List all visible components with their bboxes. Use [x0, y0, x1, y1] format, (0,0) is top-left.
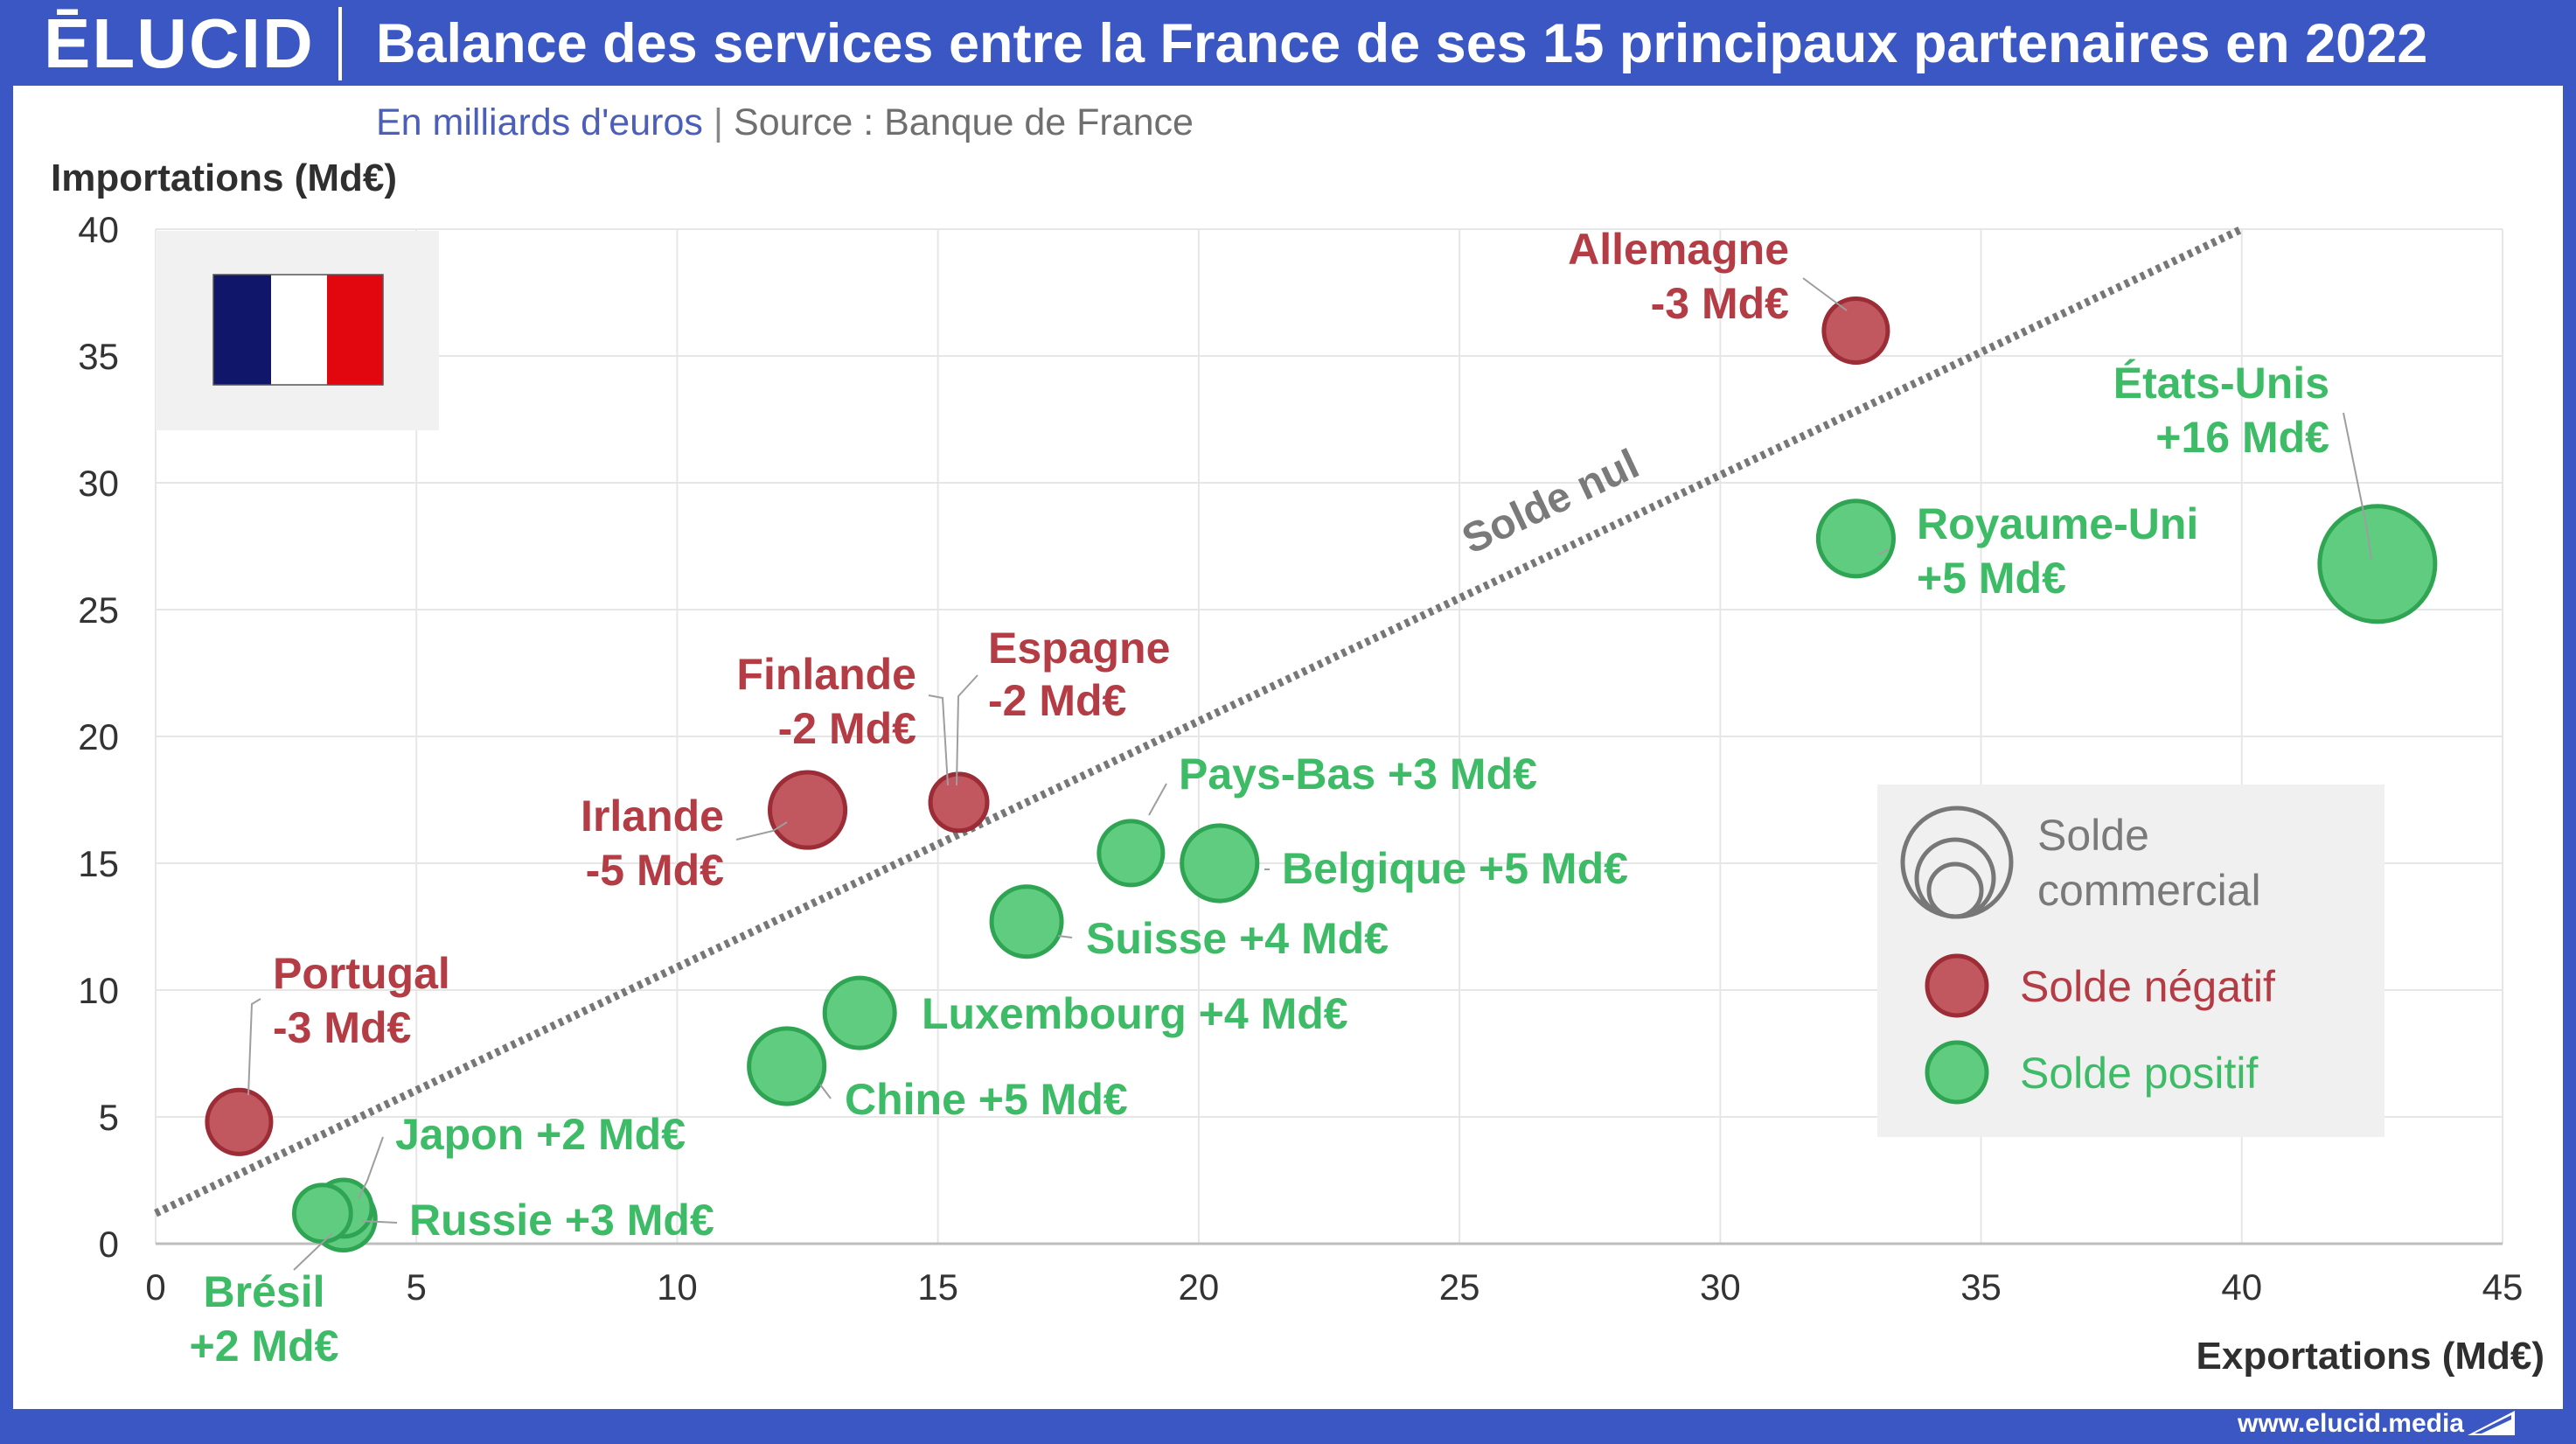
- elucid-mark-icon: [2468, 1411, 2515, 1435]
- label-chine: Chine +5 Md€: [845, 1075, 1128, 1124]
- chart-title: Balance des services entre la France de …: [376, 13, 2428, 74]
- bubble-suisse: [989, 884, 1064, 959]
- label-balance-espagne: -2 Md€: [988, 676, 1126, 725]
- y-tick-label: 30: [78, 463, 119, 504]
- legend-negative-label: Solde négatif: [2020, 962, 2275, 1011]
- legend-positive-label: Solde positif: [2020, 1049, 2258, 1098]
- x-tick-label: 0: [145, 1266, 165, 1308]
- leader-line-br-sil: [293, 1232, 333, 1271]
- label-suisse: Suisse +4 Md€: [1086, 914, 1389, 963]
- bubble-belgique: [1180, 823, 1260, 903]
- bubble-royaume-uni: [1815, 499, 1896, 579]
- leader-line-espagne: [956, 674, 978, 786]
- label-country-br-sil: Brésil: [204, 1267, 325, 1316]
- legend-size-title-line2: commercial: [2037, 866, 2261, 915]
- header-bar: [0, 0, 2576, 86]
- header-divider: [338, 7, 342, 80]
- y-axis-title: Importations (Md€): [51, 157, 397, 199]
- legend-positive-swatch: [1925, 1040, 1989, 1105]
- leader-line-chine: [819, 1084, 832, 1099]
- label-country-irlande: Irlande: [581, 792, 724, 841]
- legend-size-circle-small: [1926, 862, 1984, 919]
- x-tick-label: 40: [2221, 1266, 2262, 1308]
- legend-negative-swatch: [1925, 953, 1989, 1018]
- y-tick-label: 40: [78, 209, 119, 250]
- x-tick-label: 10: [657, 1266, 698, 1308]
- y-tick-label: 25: [78, 589, 119, 631]
- bubble-allemagne: [1821, 296, 1890, 366]
- subtitle-separator: |: [713, 101, 724, 143]
- y-tick-label: 0: [99, 1224, 119, 1265]
- label-country-allemagne: Allemagne: [1568, 225, 1789, 274]
- x-tick-label: 20: [1179, 1266, 1220, 1308]
- x-tick-label: 30: [1700, 1266, 1741, 1308]
- source-note: Source : Banque de France: [734, 101, 1194, 143]
- x-tick-label: 5: [407, 1266, 427, 1308]
- label-balance-portugal: -3 Md€: [273, 1003, 411, 1052]
- label-balance-allemagne: -3 Md€: [1651, 279, 1789, 328]
- leader-line-pays-bas: [1148, 783, 1167, 816]
- leader-line-finlande: [928, 694, 949, 786]
- label-luxembourg: Luxembourg +4 Md€: [922, 989, 1348, 1038]
- label-balance-royaume-uni: +5 Md€: [1917, 554, 2066, 603]
- label-country-portugal: Portugal: [273, 949, 450, 998]
- x-tick-label: 35: [1960, 1266, 2002, 1308]
- footer-url[interactable]: www.elucid.media: [2238, 1409, 2464, 1438]
- y-tick-label: 20: [78, 716, 119, 757]
- label-country-espagne: Espagne: [988, 624, 1170, 673]
- bubble-portugal: [205, 1087, 274, 1156]
- bubble--tats-unis: [2317, 504, 2438, 624]
- elucid-logo: ĒLUCID: [44, 4, 315, 82]
- bubble-luxembourg: [822, 975, 897, 1050]
- label-country--tats-unis: États-Unis: [2113, 359, 2329, 408]
- leader-line-suisse: [1057, 935, 1073, 938]
- x-tick-label: 15: [917, 1266, 958, 1308]
- label-balance-br-sil: +2 Md€: [190, 1322, 339, 1371]
- label-russie: Russie +3 Md€: [409, 1196, 714, 1245]
- bubble-irlande: [767, 770, 848, 850]
- x-axis-title: Exportations (Md€): [2197, 1335, 2545, 1378]
- label-balance--tats-unis: +16 Md€: [2155, 413, 2329, 462]
- flag-border: [212, 274, 384, 386]
- label-balance-irlande: -5 Md€: [586, 846, 724, 895]
- label-country-finlande: Finlande: [736, 650, 916, 699]
- leader-line-russie: [361, 1220, 398, 1224]
- chart-subtitle: En milliards d'euros | Source : Banque de …: [376, 98, 1194, 147]
- bubble-pays-bas: [1097, 819, 1166, 888]
- leader-line-irlande: [735, 821, 788, 841]
- label-country-royaume-uni: Royaume-Uni: [1917, 499, 2198, 548]
- y-tick-label: 10: [78, 970, 119, 1011]
- solde-nul-label: Solde nul: [1455, 441, 1646, 563]
- bubble-br-sil: [291, 1182, 353, 1245]
- leader-line-portugal: [247, 998, 261, 1096]
- x-tick-label: 45: [2482, 1266, 2524, 1308]
- label-belgique: Belgique +5 Md€: [1282, 844, 1628, 893]
- label-japon: Japon +2 Md€: [395, 1110, 686, 1159]
- x-tick-label: 25: [1439, 1266, 1480, 1308]
- bubble-finlande: [928, 771, 990, 834]
- leader-line-japon: [358, 1136, 384, 1199]
- label-pays-bas: Pays-Bas +3 Md€: [1179, 750, 1537, 799]
- y-tick-label: 35: [78, 336, 119, 377]
- flag-blue-stripe: [213, 275, 271, 385]
- flag-red-stripe: [327, 275, 383, 385]
- bubble-chart: 0 5 10 15 20 25 30 35 40 45 0 5 10 15 20 25 30 35 40 Import…: [51, 157, 2545, 1378]
- label-balance-finlande: -2 Md€: [778, 704, 916, 753]
- units-note: En milliards d'euros: [376, 101, 703, 143]
- legend-size-title-line1: Solde: [2037, 811, 2149, 860]
- y-tick-label: 5: [99, 1097, 119, 1138]
- leader-line--tats-unis: [2343, 412, 2372, 561]
- flag-white-stripe: [271, 275, 327, 385]
- bubble-chine: [747, 1026, 827, 1106]
- y-tick-label: 15: [78, 843, 119, 884]
- leader-line-royaume-uni: [1877, 548, 1890, 555]
- leader-line-allemagne: [1802, 277, 1848, 311]
